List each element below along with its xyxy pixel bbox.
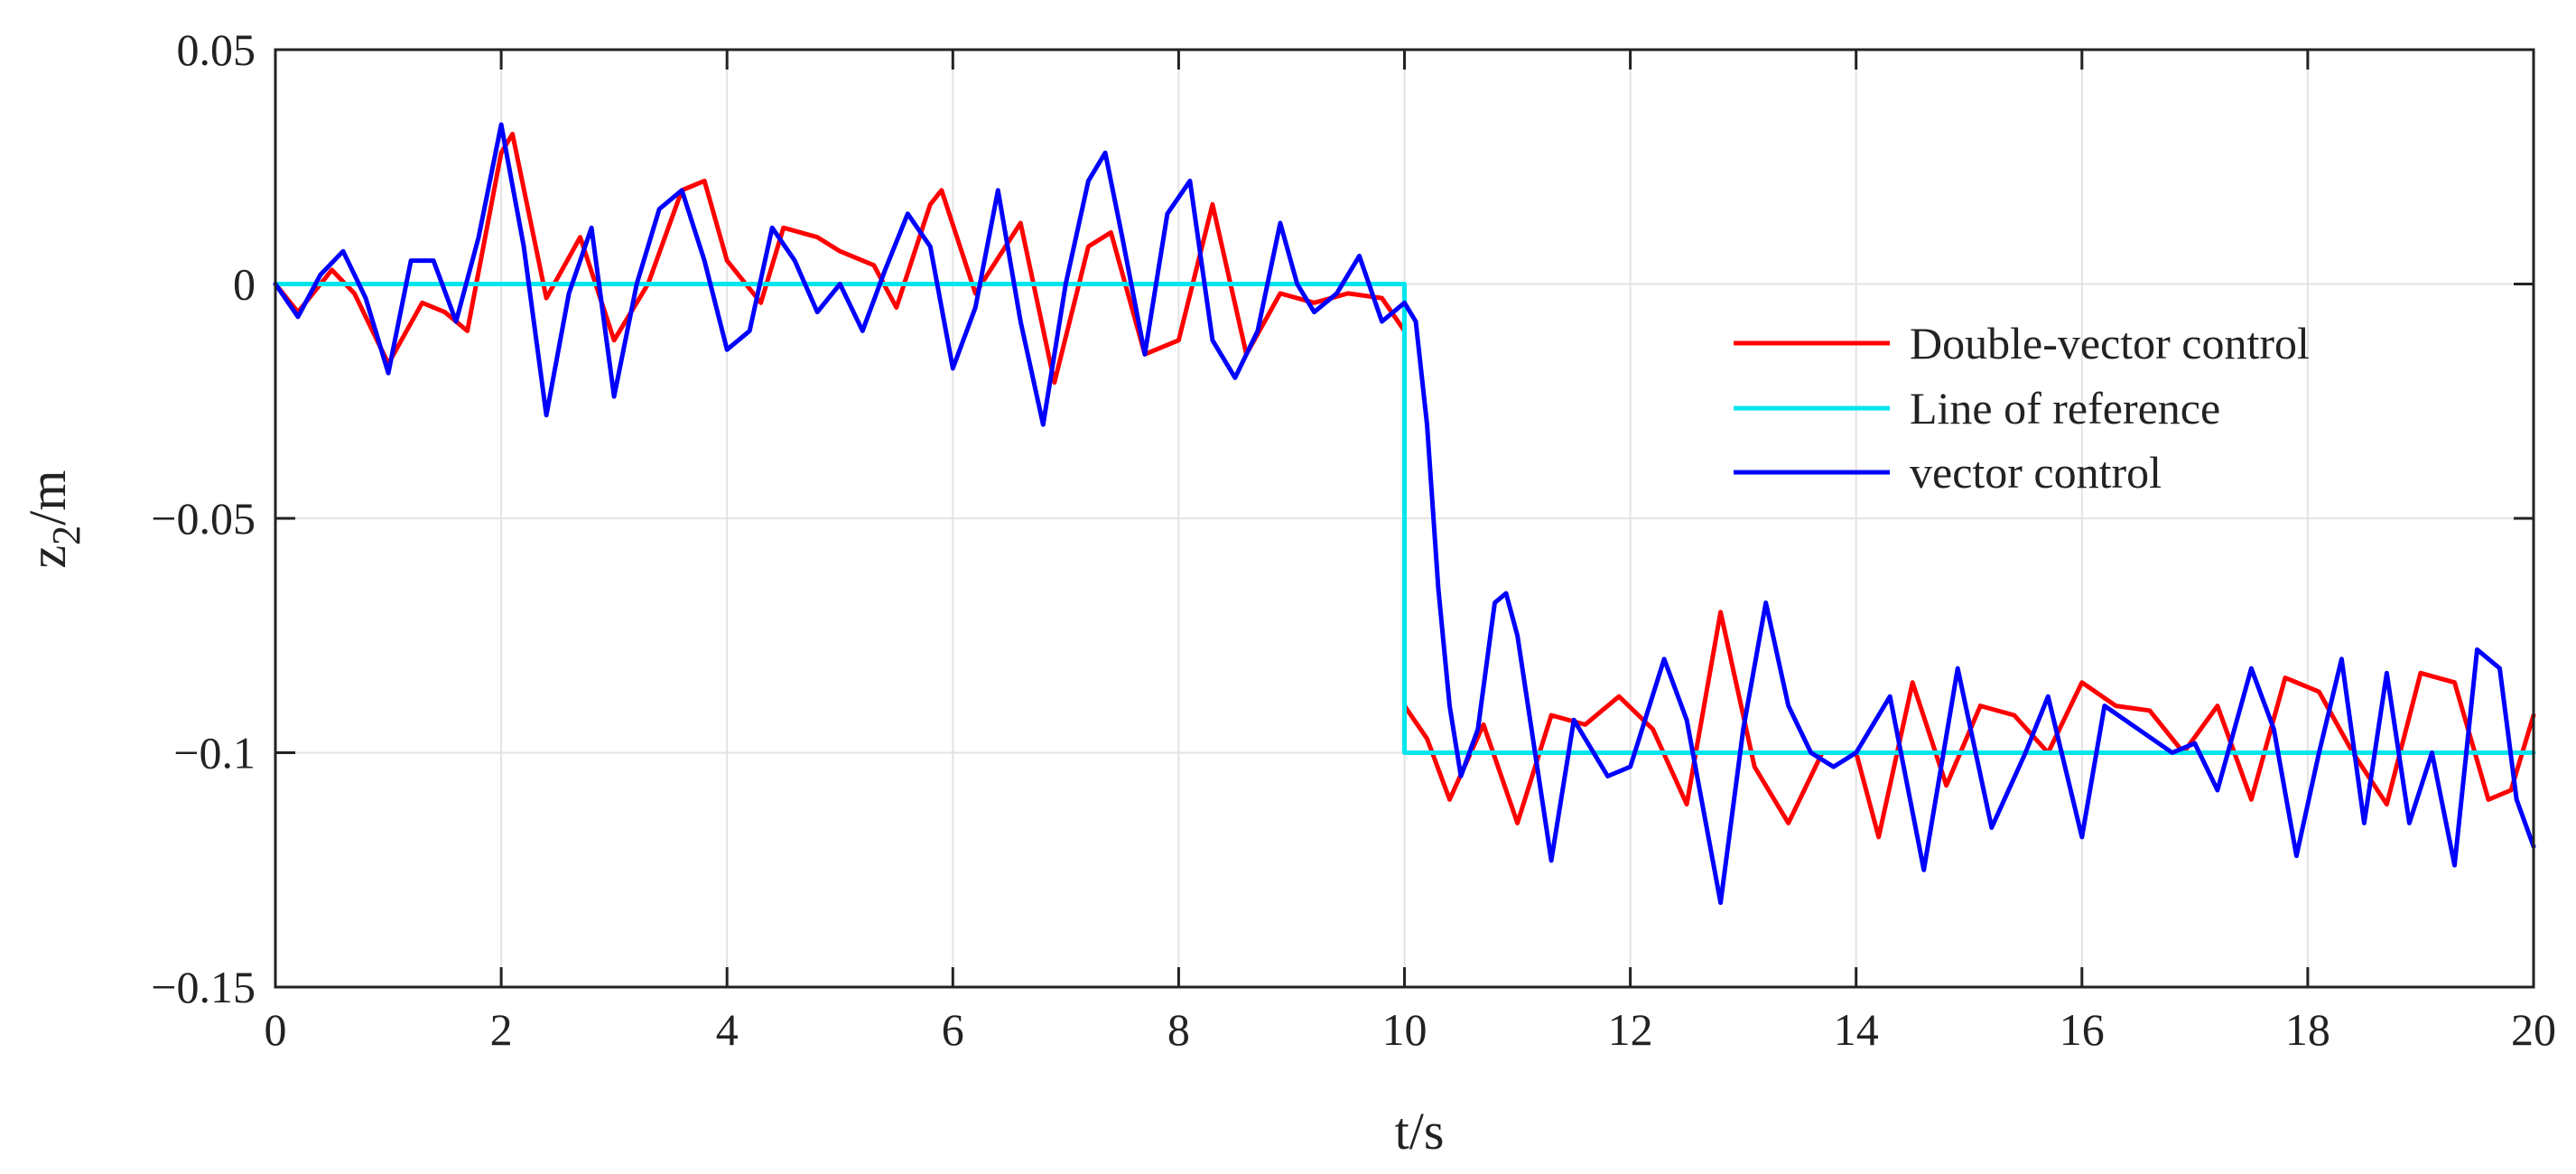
y-tick-label: −0.1 bbox=[173, 728, 256, 778]
y-axis-label: z2/m bbox=[18, 471, 88, 569]
x-tick-label: 4 bbox=[716, 1004, 739, 1055]
x-tick-label: 12 bbox=[1608, 1004, 1653, 1055]
y-axis-label-subscript: 2 bbox=[44, 526, 88, 545]
x-tick-label: 8 bbox=[1167, 1004, 1190, 1055]
series-layer bbox=[273, 122, 2536, 906]
x-tick-label: 6 bbox=[942, 1004, 964, 1055]
series-line-vector-control bbox=[273, 122, 2536, 906]
legend: Double-vector control Line of reference ve… bbox=[1734, 318, 2310, 498]
x-tick-label: 10 bbox=[1382, 1004, 1427, 1055]
x-tick-label: 0 bbox=[265, 1004, 287, 1055]
y-tick-label: −0.15 bbox=[151, 962, 256, 1012]
frame-layer bbox=[274, 48, 2535, 989]
y-axis-label-unit: /m bbox=[18, 471, 77, 526]
plot-frame bbox=[274, 48, 2535, 989]
x-tick-label: 18 bbox=[2285, 1004, 2330, 1055]
legend-label: Line of reference bbox=[1910, 383, 2220, 433]
axis-layer: 0 2 4 6 8 10 12 14 16 18 20 0.05 0 −0.05 −0.1 −0.15 bbox=[151, 24, 2556, 1055]
x-tick-label: 14 bbox=[1834, 1004, 1879, 1055]
y-tick-label: −0.05 bbox=[151, 493, 256, 544]
x-tick-label: 16 bbox=[2060, 1004, 2105, 1055]
y-tick-label: 0 bbox=[233, 259, 256, 310]
x-tick-label: 2 bbox=[490, 1004, 513, 1055]
legend-label: vector control bbox=[1910, 447, 2162, 498]
x-tick-label: 20 bbox=[2511, 1004, 2556, 1055]
y-axis-label-base: z bbox=[18, 545, 77, 569]
series-line-double-vector-control bbox=[273, 131, 2536, 840]
legend-label: Double-vector control bbox=[1910, 318, 2310, 368]
x-axis-label: t/s bbox=[1395, 1102, 1445, 1160]
y-tick-label: 0.05 bbox=[177, 24, 256, 75]
